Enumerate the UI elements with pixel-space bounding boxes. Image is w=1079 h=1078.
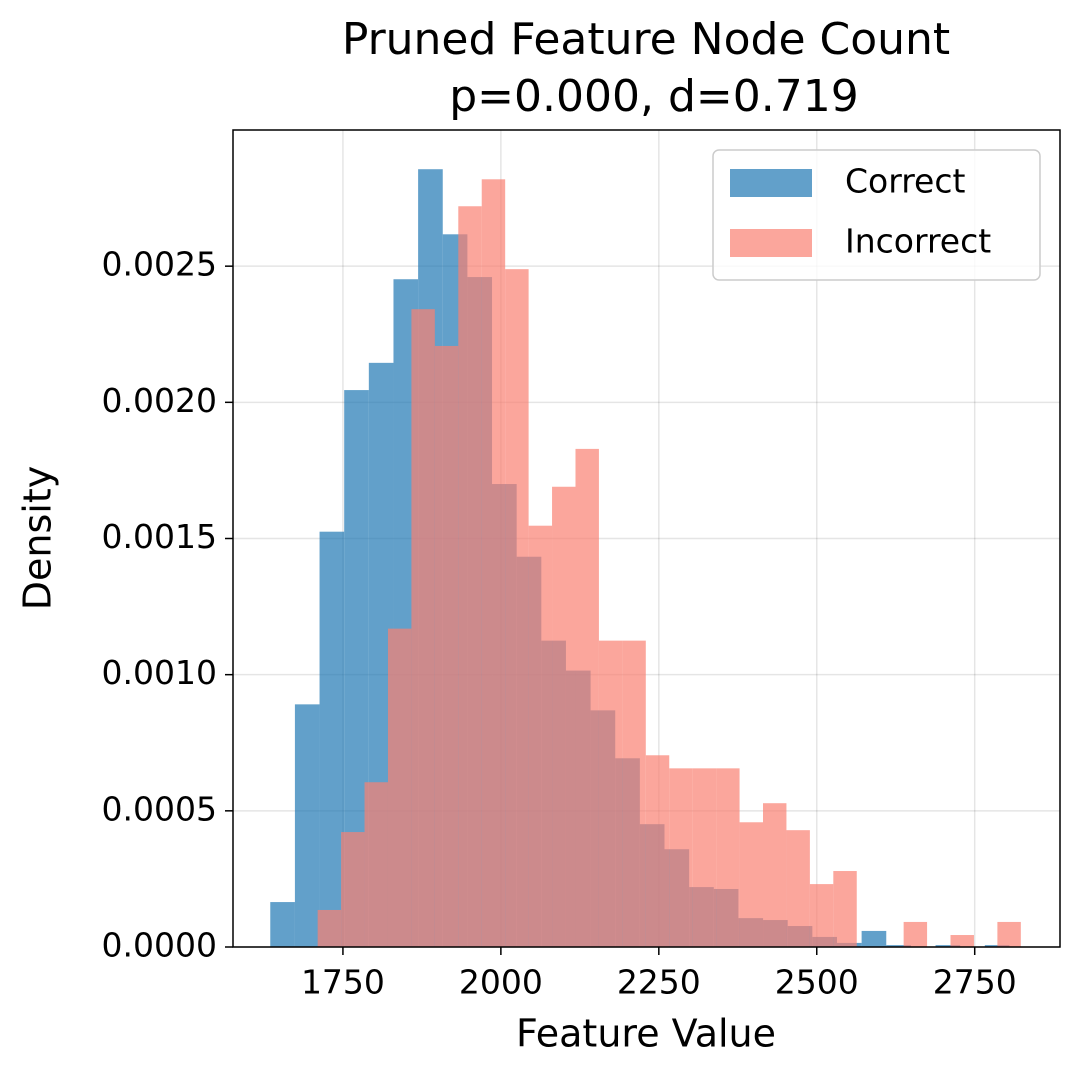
y-tick-label: 0.0025: [102, 245, 217, 284]
y-tick-label: 0.0015: [102, 517, 217, 556]
y-tick-label: 0.0010: [102, 653, 217, 692]
x-tick-label: 2750: [933, 963, 1017, 1002]
legend: Correct Incorrect: [712, 149, 1041, 281]
bar: [886, 945, 911, 947]
bar: [669, 768, 693, 947]
bar: [434, 345, 459, 947]
x-tick-label: 1750: [301, 963, 385, 1002]
bar: [645, 755, 670, 947]
bar: [950, 935, 974, 947]
bar: [809, 884, 834, 947]
bar: [935, 945, 961, 947]
bar: [833, 871, 857, 947]
chart-title: Pruned Feature Node Count: [342, 14, 950, 65]
y-tick-label: 0.0000: [102, 926, 217, 965]
x-tick-label: 2000: [459, 963, 543, 1002]
legend-label: Incorrect: [845, 222, 991, 261]
legend-label: Correct: [845, 162, 966, 201]
bar: [270, 902, 295, 947]
x-tick-label: 2500: [775, 963, 859, 1002]
bar: [739, 822, 764, 947]
y-tick-label: 0.0020: [102, 381, 217, 420]
bar: [692, 768, 717, 947]
bar: [294, 704, 320, 947]
y-tick-label: 0.0005: [102, 789, 217, 828]
bar: [458, 206, 482, 948]
bar: [763, 803, 787, 947]
bar: [319, 531, 345, 947]
x-axis-label: Feature Value: [516, 1012, 776, 1056]
bars: [270, 169, 1021, 948]
bar: [481, 179, 506, 947]
bar: [622, 640, 646, 947]
bar: [575, 448, 599, 947]
chart-subtitle: p=0.000, d=0.719: [449, 71, 859, 122]
bar: [716, 768, 740, 947]
bar: [528, 525, 553, 947]
bar: [786, 830, 810, 947]
legend-swatch: [730, 169, 812, 197]
bar: [317, 909, 342, 947]
bar: [997, 921, 1021, 947]
x-tick-label: 2250: [617, 963, 701, 1002]
bar: [984, 945, 1010, 947]
bar: [861, 930, 887, 947]
bar: [364, 782, 388, 947]
bar: [411, 309, 435, 948]
legend-swatch: [730, 229, 812, 257]
bar: [903, 921, 928, 947]
axes: 1750 2000 2250 2500 2750 0.0000 0.0005 0.0010 0.…: [102, 129, 1061, 1002]
bar: [552, 486, 576, 947]
y-axis-label: Density: [16, 466, 60, 610]
bar: [598, 640, 623, 947]
bar: [505, 269, 529, 947]
bar: [341, 832, 365, 947]
plot-frame: [232, 129, 1061, 948]
bar: [387, 628, 412, 947]
